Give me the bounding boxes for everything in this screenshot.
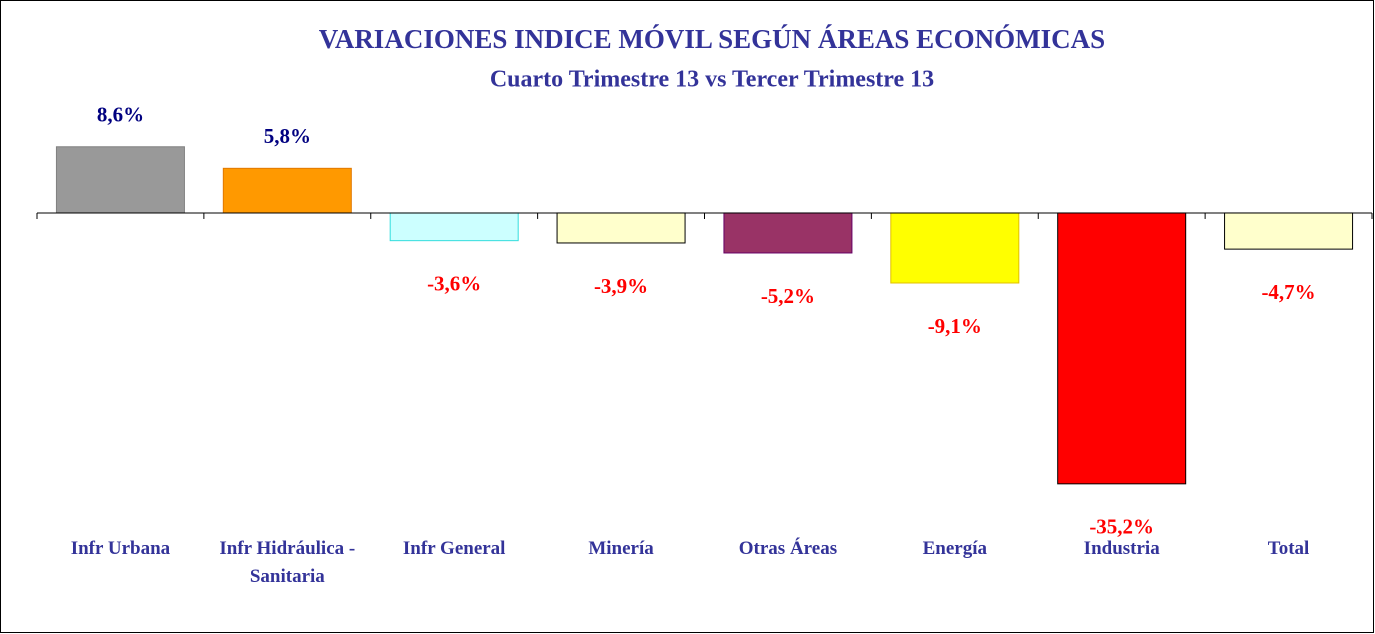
bar: [1057, 212, 1187, 485]
x-tick-label: Total: [1267, 538, 1310, 559]
bar: [389, 212, 519, 242]
x-tick-label: Otras Áreas: [738, 538, 838, 559]
x-tick-label: Infr Urbana: [70, 538, 171, 559]
x-tick-label: Infr Hidráulica - Sanitaria: [219, 538, 356, 587]
bar: [890, 212, 1020, 284]
data-label: 5,8%: [264, 124, 311, 148]
data-label: -3,6%: [427, 271, 481, 295]
chart-title: VARIACIONES INDICE MÓVIL SEGÚN ÁREAS ECO…: [319, 24, 1105, 54]
x-tick-label: Industria: [1083, 538, 1160, 559]
data-label: -3,9%: [594, 274, 648, 298]
data-label: 8,6%: [97, 103, 144, 127]
data-label: -35,2%: [1089, 515, 1154, 539]
bar: [723, 212, 853, 254]
chart-subtitle: Cuarto Trimestre 13 vs Tercer Trimestre …: [490, 67, 934, 93]
bar: [55, 146, 185, 214]
data-label: -4,7%: [1261, 280, 1315, 304]
bar: [1224, 212, 1354, 250]
data-label: -9,1%: [928, 314, 982, 338]
x-tick-label: Minería: [588, 538, 654, 559]
bar: [222, 167, 352, 214]
bar: [556, 212, 686, 244]
x-tick-label: Infr General: [402, 538, 506, 559]
x-tick-label: Energía: [922, 538, 987, 559]
data-label: -5,2%: [761, 284, 815, 308]
